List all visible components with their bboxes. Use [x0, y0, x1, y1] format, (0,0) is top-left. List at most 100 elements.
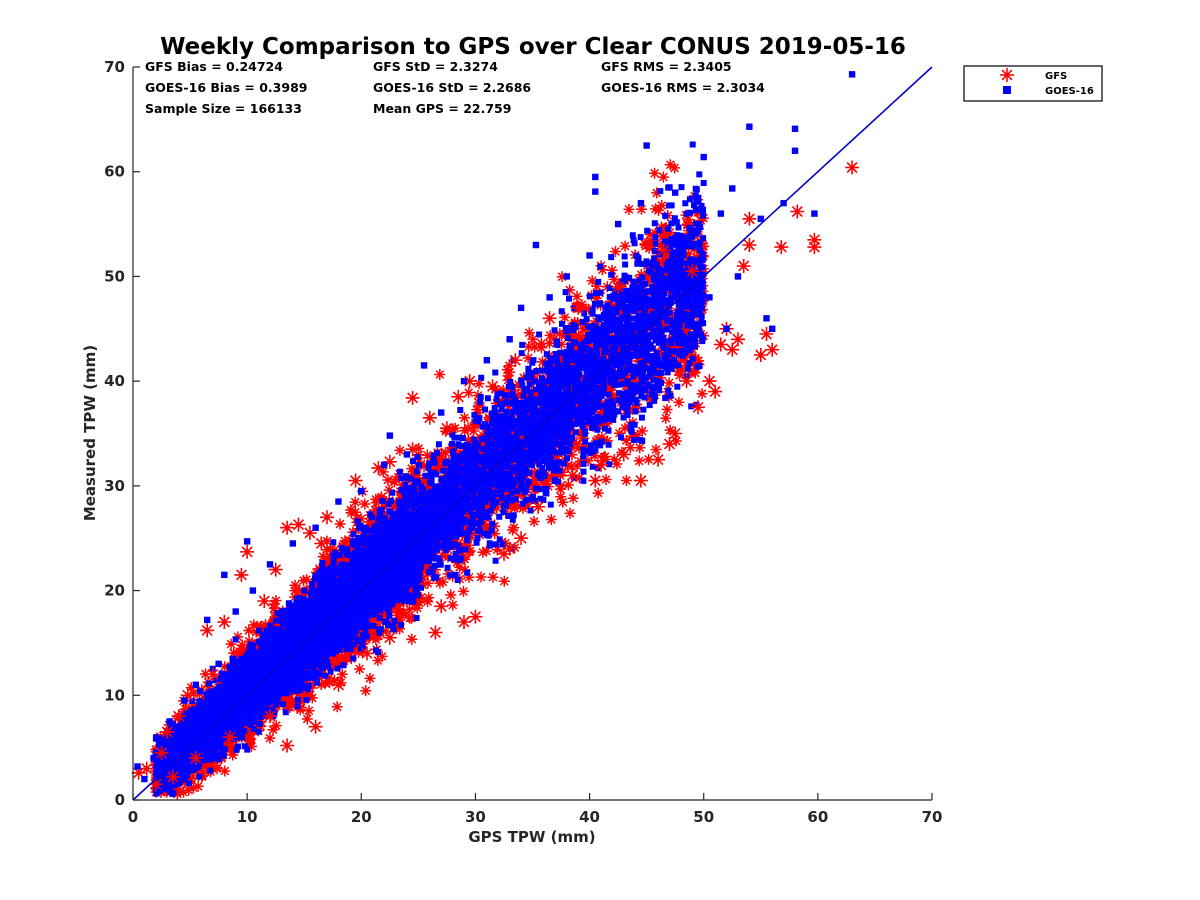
goes16-point: [734, 273, 742, 280]
gfs-point: [223, 730, 237, 745]
gfs-point: [302, 526, 317, 540]
gfs-point: [234, 567, 249, 582]
goes16-point: [529, 451, 536, 458]
gfs-point: [280, 738, 295, 753]
plot-area: [131, 66, 933, 801]
legend-gfs-label: GFS: [1045, 71, 1067, 82]
series-gfs-points: [131, 160, 860, 792]
gfs-point: [662, 437, 677, 451]
gfs-point: [291, 517, 306, 532]
goes16-point: [226, 692, 234, 699]
goes16-point: [791, 147, 799, 154]
y-tick-label: 30: [104, 477, 125, 495]
gfs-point: [314, 536, 329, 551]
goes16-point: [181, 697, 188, 704]
gfs-point: [360, 646, 374, 661]
goes16-point: [769, 325, 776, 332]
goes16-point: [150, 754, 157, 762]
goes16-point: [358, 487, 365, 495]
legend-goes16-marker: [1003, 86, 1011, 94]
x-tick-label: 40: [579, 808, 600, 826]
legend-goes16-square: [1003, 86, 1011, 94]
gfs-point: [485, 379, 500, 394]
gfs-point: [457, 615, 471, 629]
y-tick-label: 70: [104, 58, 125, 76]
stat-mean-gps: Mean GPS = 22.759: [373, 101, 511, 116]
gfs-point: [422, 410, 437, 425]
series-goes-16-cloud: [152, 141, 707, 797]
y-tick-label: 10: [104, 686, 125, 704]
goes16-point: [243, 538, 251, 545]
gfs-point: [616, 447, 631, 462]
y-tick-label: 50: [104, 267, 125, 285]
goes16-point: [166, 718, 173, 725]
goes16-point: [557, 440, 565, 448]
gfs-point: [542, 311, 557, 326]
goes16-point: [495, 482, 502, 490]
goes16-point: [346, 608, 354, 615]
stat-gfs-std: GFS StD = 2.3274: [373, 59, 498, 74]
stat-goes16-bias: GOES-16 Bias = 0.3989: [145, 80, 307, 95]
goes16-point: [301, 618, 308, 626]
goes16-point: [592, 173, 599, 181]
y-tick-label: 40: [104, 372, 125, 390]
gfs-point: [807, 240, 822, 255]
goes16-point: [791, 125, 799, 132]
gfs-point: [611, 279, 626, 294]
goes16-point: [592, 188, 599, 195]
goes16-point: [763, 315, 770, 322]
goes16-point: [249, 587, 257, 594]
legend-box: [963, 65, 1103, 102]
goes16-point: [654, 377, 662, 385]
gfs-point: [668, 426, 683, 441]
goes16-point: [420, 362, 428, 369]
gfs-point: [348, 473, 363, 488]
x-tick-label: 60: [807, 808, 828, 826]
goes16-point: [215, 660, 222, 668]
series-goes16-cloud-marks: [152, 141, 707, 797]
gfs-point: [691, 400, 705, 415]
goes16-point: [574, 419, 582, 427]
gfs-point: [205, 667, 220, 682]
gfs-point: [154, 745, 169, 760]
goes16-point: [386, 432, 394, 439]
stat-gfs-bias: GFS Bias = 0.24724: [145, 59, 283, 74]
goes16-point: [460, 377, 468, 385]
goes16-point: [506, 336, 513, 343]
goes16-point: [671, 189, 679, 196]
gfs-point: [531, 499, 546, 514]
gfs-point: [468, 609, 483, 624]
gfs-point: [514, 531, 529, 546]
x-tick-label: 10: [237, 808, 258, 826]
gfs-point: [708, 384, 723, 399]
y-tick-label: 60: [104, 163, 125, 181]
goes16-point: [323, 639, 331, 647]
goes16-point: [683, 346, 690, 353]
goes16-point: [203, 616, 211, 624]
goes16-point: [626, 398, 633, 406]
gfs-point: [571, 300, 586, 315]
x-tick-label: 70: [922, 808, 943, 826]
gfs-point: [807, 232, 822, 247]
gfs-point: [240, 544, 255, 559]
goes16-point: [221, 571, 228, 579]
gfs-point: [200, 623, 215, 638]
goes16-point: [449, 524, 456, 531]
gfs-point: [594, 457, 608, 472]
legend-gfs-asterisk: [1000, 68, 1014, 82]
gfs-point: [257, 594, 272, 608]
gfs-point: [753, 348, 768, 362]
goes16-point: [232, 608, 239, 615]
gfs-point: [508, 353, 523, 368]
gfs-point: [736, 259, 751, 273]
x-ticks: 0 10 20 30 40 50 60 70: [128, 793, 943, 826]
goes16-point: [700, 153, 707, 161]
axes: 0 10 20 30 40 50 60 70 0 10 20 30 40 50 60 70: [104, 58, 942, 826]
goes16-point: [532, 241, 540, 249]
goes16-point: [666, 184, 673, 191]
goes16-point: [198, 718, 205, 725]
goes16-point: [694, 194, 702, 202]
goes16-point: [723, 325, 730, 332]
gfs-point: [588, 473, 603, 488]
gfs-point: [405, 390, 420, 405]
